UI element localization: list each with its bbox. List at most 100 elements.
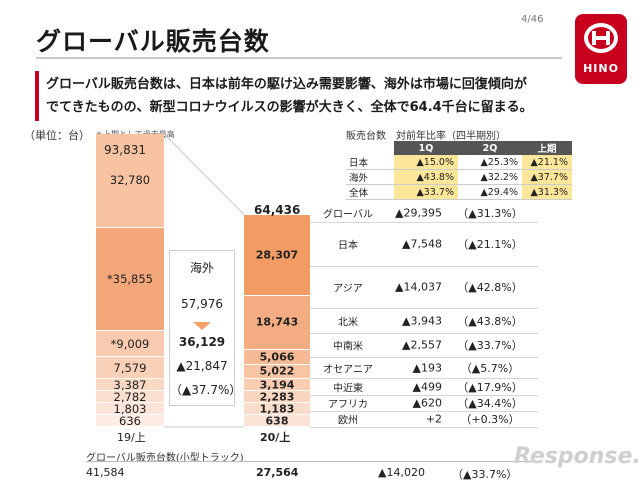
region-row: 北米 ▲3,943 （▲43.8%） [310,308,538,334]
region-diff: ▲3,943 [402,314,442,327]
bar-segment-20: 3,194 [244,378,310,391]
region-row: グローバル ▲29,395 （▲31.3%） [310,203,538,223]
yoy-row-label: 全体 [346,184,394,200]
bar-segment-19: 7,579 [96,357,164,379]
bar-value-label: *35,855 [107,272,153,287]
yoy-cell: ▲29.4% [458,184,522,200]
region-diff: ▲2,557 [402,338,442,352]
yoy-row-total: 全体 ▲33.7% ▲29.4% ▲31.3% [346,184,572,200]
light-truck-divider [86,461,538,462]
bar-value-label: 7,579 [113,360,147,375]
yoy-cell: ▲33.7% [394,184,458,200]
overseas-label: 海外 [189,261,214,275]
region-pct: （▲33.7%） [457,339,523,352]
x-tick-20: 20/上 [260,431,291,444]
bar-segment-19: 636 [96,414,164,428]
region-diff: ▲620 [412,396,442,410]
overseas-callout: 海外 57,976 36,129 ▲21,847 （▲37.7%） [169,250,242,406]
bar-value-label: 28,307 [255,248,299,262]
yoy-cell: ▲37.7% [522,169,572,185]
yoy-cell: ▲15.0% [394,155,458,170]
region-diff: ▲7,548 [402,237,442,251]
summary-text: グローバル販売台数は、日本は前年の駆け込み需要影響、海外は市場に回復傾向が でて… [46,73,586,119]
yoy-cell: ▲32.2% [458,169,522,185]
region-pct: （▲5.7%） [460,361,520,375]
bar-value-label: 5,022 [259,364,295,378]
region-diff: ▲499 [412,380,442,393]
bar-segment-20: 5,022 [244,364,310,379]
page-title: グローバル販売台数 [36,27,270,56]
region-diff: ▲29,395 [395,206,442,219]
region-diff: +2 [425,412,442,426]
yoy-cell: ▲25.3% [458,155,522,170]
overseas-curr: 36,129 [178,335,226,349]
region-pct: （▲34.4%） [457,397,523,410]
yoy-table: 1Q 2Q 上期 日本 ▲15.0% ▲25.3% ▲21.1% 海外 ▲43.… [346,141,572,200]
region-pct: （▲43.8%） [457,314,523,328]
region-name: 日本 [338,240,358,252]
region-name: 中近東 [333,383,363,394]
region-name: 欧州 [338,415,358,427]
summary-line-2: でてきたものの、新型コロナウイルスの影響が大きく、全体で64.4千台に留まる。 [46,100,533,115]
region-pct: （▲21.1%） [457,238,523,251]
light-truck-curr: 27,564 [256,466,299,479]
overseas-prev: 57,976 [181,297,223,311]
bar-value-label: 3,387 [113,377,147,392]
bar-value-label: 5,066 [259,350,295,364]
logo-ring-icon [584,23,618,53]
x-tick-19: 19/上 [117,431,146,444]
bar-segment-20: 28,307 [244,214,310,297]
yoy-header-row: 1Q 2Q 上期 [346,141,572,155]
bar-value-label: 1,803 [113,401,147,416]
bar-segment-20: 5,066 [244,349,310,365]
summary-accent-bar [35,71,39,121]
yoy-cell: ▲31.3% [522,184,572,200]
light-truck-prev: 41,584 [86,466,125,479]
yoy-row-label: 海外 [346,169,394,185]
region-name: アジア [333,283,363,295]
bar-segment-20: 2,283 [244,390,310,403]
region-row: アフリカ ▲620 （▲34.4%） [310,395,538,412]
region-diff: ▲193 [412,361,442,374]
yoy-cell: ▲43.8% [394,169,458,185]
light-truck-diff: ▲14,020 [378,466,425,479]
yoy-col-half: 上期 [522,141,572,155]
bar-value-label: 638 [265,414,289,427]
region-row: 中近東 ▲499 （▲17.9%） [310,378,538,396]
region-row: 日本 ▲7,548 （▲21.1%） [310,222,538,267]
region-row: 中南米 ▲2,557 （▲33.7%） [310,333,538,358]
region-pct: （▲42.8%） [457,281,523,294]
yoy-caption: 販売台数 対前年比率（四半期別） [346,131,506,142]
hino-logo: HINO [575,14,627,84]
region-row: アジア ▲14,037 （▲42.8%） [310,266,538,309]
region-name: グローバル [323,209,373,220]
light-truck-label: グローバル販売台数(小型トラック) [86,453,244,464]
yoy-col-1q: 1Q [394,141,458,155]
bar-segment-20: 638 [244,414,310,427]
bar-value-label: *9,009 [110,336,150,351]
region-diff: ▲14,037 [395,280,442,294]
yoy-row-overseas: 海外 ▲43.8% ▲32.2% ▲37.7% [346,169,572,185]
bar-segment-20: 18,743 [244,296,310,350]
region-pct: （▲31.3%） [457,206,523,220]
bar-value-label: 3,194 [259,378,295,391]
bar-value-label: 2,283 [259,390,295,403]
overseas-pct: （▲37.7%） [170,383,242,397]
region-name: 北米 [338,317,358,328]
bar-value-label: 1,183 [259,402,295,415]
yoy-col-2q: 2Q [458,141,522,155]
page-number: 4/46 [521,14,544,25]
bar-segment-20: 1,183 [244,402,310,415]
yoy-row-japan: 日本 ▲15.0% ▲25.3% ▲21.1% [346,155,572,170]
bar-segment-19: *9,009 [96,331,164,358]
light-truck-pct: （▲33.7%） [452,468,518,481]
title-divider [36,57,562,59]
bar-total-19: 93,831 [104,143,146,157]
bar-segment-19: 32,780 [96,133,164,229]
down-arrow-icon [193,322,211,330]
yoy-cell: ▲21.1% [522,155,572,170]
bar-value-label: 18,743 [255,315,299,329]
summary-line-1: グローバル販売台数は、日本は前年の駆け込み需要影響、海外は市場に回復傾向が [46,77,527,92]
region-row: 欧州 +2 （+0.3%） [310,411,538,428]
bar-value-label: 2,782 [113,389,147,404]
